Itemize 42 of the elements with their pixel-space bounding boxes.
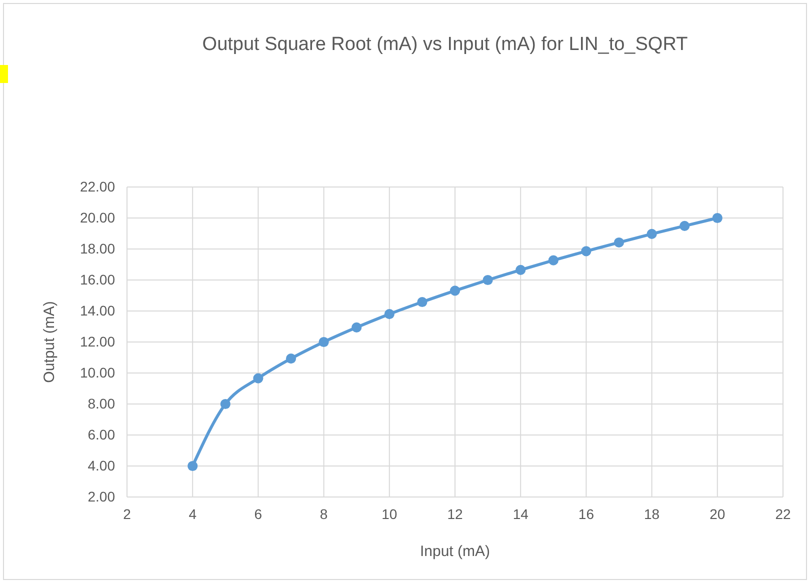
x-tick-label: 10 — [382, 506, 398, 522]
point — [482, 274, 493, 286]
x-tick-label: 22 — [775, 506, 791, 522]
x-tick-label: 12 — [447, 506, 463, 522]
x-axis-title: Input (mA) — [420, 543, 490, 560]
point — [516, 264, 526, 275]
point — [384, 309, 394, 320]
y-tick-label: 22.00 — [80, 178, 116, 194]
y-tick-label: 16.00 — [80, 271, 116, 288]
point — [581, 246, 592, 256]
y-tick-label: 8.00 — [88, 395, 116, 412]
x-tick-label: 18 — [644, 506, 660, 522]
point — [220, 398, 230, 410]
point — [646, 228, 657, 239]
y-tick-label: 14.00 — [80, 302, 116, 318]
x-tick-label: 16 — [578, 506, 594, 522]
x-tick-label: 14 — [512, 506, 529, 522]
point — [712, 212, 722, 224]
y-tick-label: 20.00 — [80, 209, 116, 226]
x-tick-label: 4 — [188, 506, 197, 522]
point — [253, 373, 264, 384]
y-tick-label: 12.00 — [80, 333, 116, 350]
point — [188, 460, 198, 472]
point — [614, 237, 624, 248]
point — [286, 354, 296, 364]
x-tick-label: 6 — [254, 506, 262, 522]
point — [680, 220, 690, 231]
point — [450, 286, 460, 296]
y-tick-label: 6.00 — [88, 426, 116, 442]
chart-title: Output Square Root (mA) vs Input (mA) for LIN_to_SQRT — [202, 34, 688, 55]
point — [352, 322, 362, 332]
point — [548, 255, 558, 266]
y-axis-title: Output (mA) — [41, 301, 58, 383]
y-tick-label: 2.00 — [88, 488, 116, 504]
y-tick-label: 18.00 — [80, 240, 116, 256]
x-tick-label: 8 — [320, 506, 328, 522]
y-tick-label: 4.00 — [88, 457, 116, 474]
y-tick-label: 10.00 — [80, 364, 116, 380]
x-tick-label: 2 — [123, 506, 132, 522]
x-tick-label: 20 — [710, 506, 726, 522]
point — [417, 296, 428, 308]
point — [318, 336, 329, 348]
